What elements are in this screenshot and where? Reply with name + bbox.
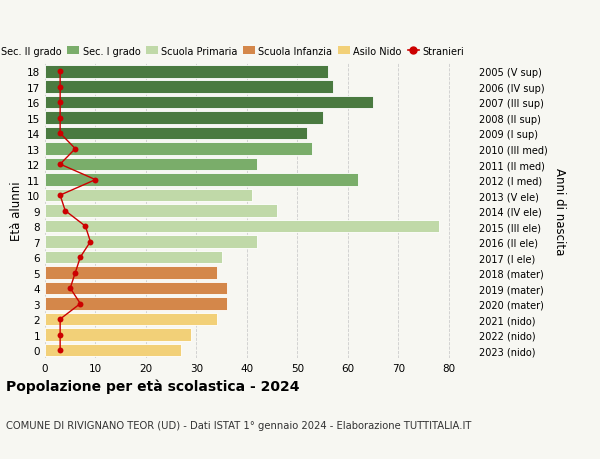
Point <box>86 238 95 246</box>
Bar <box>45 66 328 78</box>
Point <box>55 331 65 338</box>
Point <box>55 316 65 323</box>
Bar <box>45 128 307 140</box>
Legend: Sec. II grado, Sec. I grado, Scuola Primaria, Scuola Infanzia, Asilo Nido, Stran: Sec. II grado, Sec. I grado, Scuola Prim… <box>0 46 464 56</box>
Point <box>76 254 85 261</box>
Bar <box>45 236 257 248</box>
Bar <box>45 267 217 280</box>
Bar <box>45 297 227 310</box>
Point <box>55 115 65 122</box>
Bar <box>45 81 332 94</box>
Bar <box>45 329 191 341</box>
Point <box>55 161 65 168</box>
Text: COMUNE DI RIVIGNANO TEOR (UD) - Dati ISTAT 1° gennaio 2024 - Elaborazione TUTTIT: COMUNE DI RIVIGNANO TEOR (UD) - Dati IST… <box>6 420 472 430</box>
Bar <box>45 205 277 218</box>
Y-axis label: Età alunni: Età alunni <box>10 181 23 241</box>
Point <box>61 207 70 215</box>
Point <box>55 99 65 106</box>
Point <box>91 177 100 184</box>
Point <box>55 347 65 354</box>
Bar <box>45 143 313 156</box>
Point <box>70 146 80 153</box>
Bar <box>45 344 181 357</box>
Bar <box>45 220 439 233</box>
Point <box>55 84 65 91</box>
Text: Popolazione per età scolastica - 2024: Popolazione per età scolastica - 2024 <box>6 379 299 393</box>
Point <box>65 285 75 292</box>
Y-axis label: Anni di nascita: Anni di nascita <box>553 168 566 255</box>
Bar <box>45 96 373 109</box>
Point <box>80 223 90 230</box>
Bar <box>45 190 252 202</box>
Bar <box>45 251 221 264</box>
Bar <box>45 282 227 295</box>
Point <box>70 269 80 277</box>
Point <box>76 300 85 308</box>
Point <box>55 192 65 199</box>
Bar <box>45 313 217 326</box>
Bar <box>45 158 257 171</box>
Bar <box>45 112 323 125</box>
Bar <box>45 174 358 186</box>
Point <box>55 130 65 138</box>
Point <box>55 68 65 76</box>
